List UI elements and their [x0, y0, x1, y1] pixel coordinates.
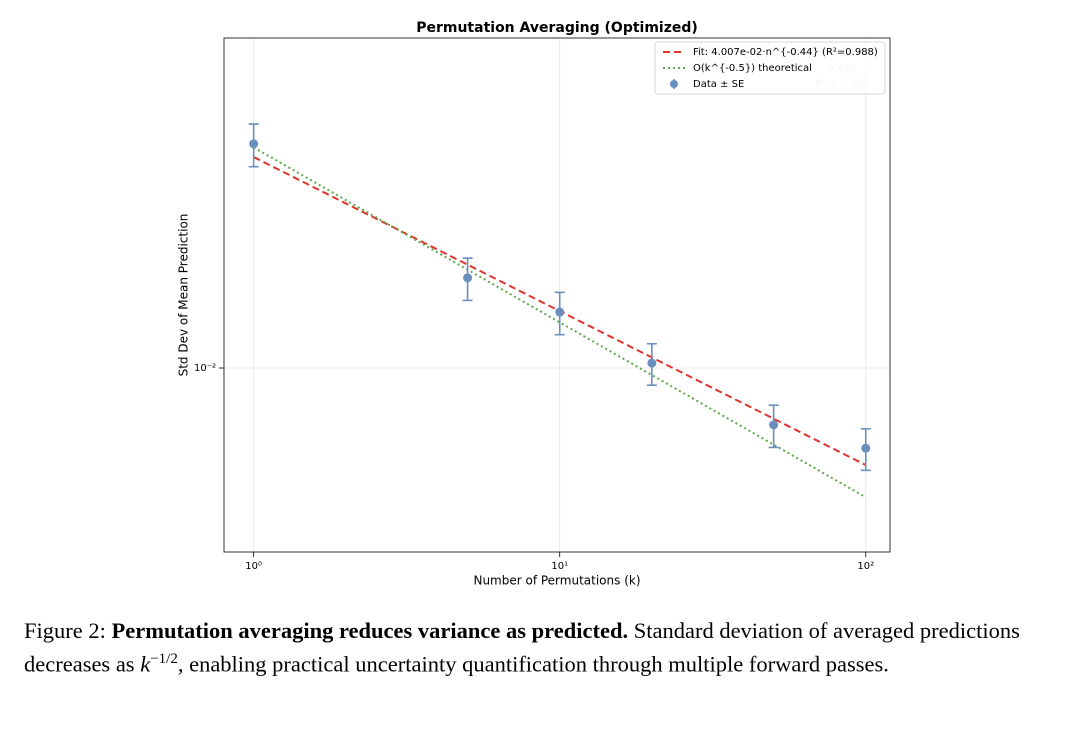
chart-title: Permutation Averaging (Optimized) — [416, 20, 698, 36]
x-tick-label: 10¹ — [551, 561, 568, 572]
caption: Figure 2: Permutation averaging reduces … — [24, 616, 1058, 679]
chart: Permutation Averaging (Optimized) Number… — [177, 20, 891, 588]
legend-label: Data ± SE — [693, 79, 744, 90]
x-tick-label: 10² — [857, 561, 874, 572]
caption-math: k — [140, 651, 151, 677]
data-point — [647, 358, 657, 368]
legend-label: Fit: 4.007e-02·n^{-0.44} (R²=0.988) — [693, 47, 878, 58]
y-axis-label: Std Dev of Mean Prediction — [177, 214, 191, 377]
data-point — [769, 420, 779, 430]
data-point — [861, 443, 871, 453]
data-point — [463, 273, 473, 283]
x-axis-label: Number of Permutations (k) — [473, 574, 640, 588]
caption-bold: Permutation averaging reduces variance a… — [111, 618, 629, 643]
legend-swatch — [670, 80, 678, 88]
data-point — [249, 139, 259, 149]
x-tick-label: 10⁰ — [245, 561, 262, 572]
plot-frame — [223, 37, 891, 553]
legend-box — [654, 41, 886, 95]
caption-label: Figure 2: — [24, 618, 106, 643]
legend-label: O(k^{-0.5}) theoretical — [693, 63, 812, 74]
caption-exponent: −1/2 — [150, 651, 178, 667]
caption-text: , enabling practical uncertainty quantif… — [177, 651, 889, 677]
y-tick-label: 10⁻² — [194, 363, 216, 374]
caption-text: Standard deviation of averaged predictio… — [24, 618, 1020, 677]
data-point — [555, 307, 565, 317]
